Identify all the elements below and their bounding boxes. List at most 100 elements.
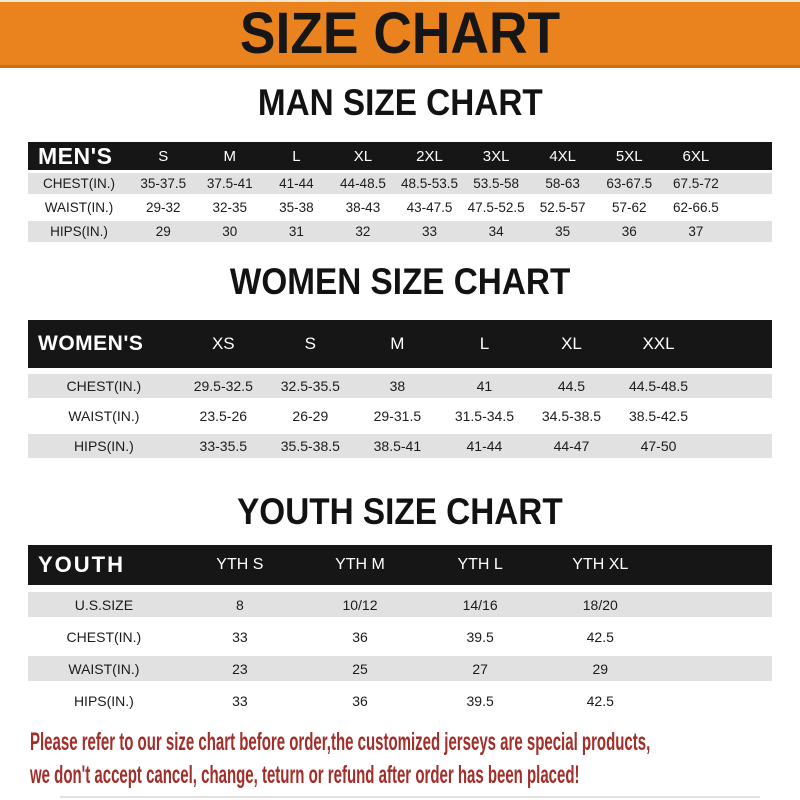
row-spacer bbox=[729, 173, 772, 194]
size-cell: 29-31.5 bbox=[353, 404, 441, 428]
row-label: HIPS(IN.) bbox=[28, 434, 180, 458]
size-cell: 33 bbox=[179, 624, 300, 649]
size-cell: 37 bbox=[662, 221, 730, 242]
size-cell: 29-32 bbox=[129, 197, 197, 218]
size-cell: 23 bbox=[179, 656, 300, 681]
size-cell: 44-47 bbox=[527, 434, 615, 458]
size-cell: 44.5 bbox=[527, 374, 615, 398]
size-cell: 27 bbox=[420, 656, 541, 681]
size-cell: 32 bbox=[329, 221, 397, 242]
size-cell: 14/16 bbox=[420, 592, 541, 617]
table-row: U.S.SIZE 8 10/12 14/16 18/20 bbox=[28, 592, 772, 617]
bottom-divider bbox=[60, 796, 760, 798]
table-header-row: YOUTH YTH S YTH M YTH L YTH XL bbox=[28, 545, 772, 585]
size-cell: 33-35.5 bbox=[179, 434, 267, 458]
table-row: HIPS(IN.) 33-35.5 35.5-38.5 38.5-41 41-44 44-… bbox=[28, 434, 772, 458]
row-label: WAIST(IN.) bbox=[28, 656, 180, 681]
size-cell: 38.5-41 bbox=[353, 434, 441, 458]
column-header: 3XL bbox=[462, 142, 530, 170]
men-size-table: MEN'S S M L XL 2XL 3XL 4XL 5XL 6XL CHEST(IN.) 35-37… bbox=[28, 139, 772, 245]
size-cell: 33 bbox=[396, 221, 463, 242]
row-label: WAIST(IN.) bbox=[28, 404, 180, 428]
size-cell: 42.5 bbox=[540, 624, 661, 649]
column-header: M bbox=[353, 320, 441, 368]
header-spacer bbox=[702, 320, 772, 368]
row-spacer bbox=[702, 374, 772, 398]
size-cell: 38 bbox=[353, 374, 441, 398]
size-cell: 44-48.5 bbox=[329, 173, 397, 194]
column-header: YTH M bbox=[299, 545, 421, 585]
column-header: 5XL bbox=[595, 142, 663, 170]
size-cell: 25 bbox=[299, 656, 421, 681]
row-label: CHEST(IN.) bbox=[28, 374, 180, 398]
row-spacer bbox=[660, 688, 772, 713]
table-row: CHEST(IN.) 29.5-32.5 32.5-35.5 38 41 44.5 44.5… bbox=[28, 374, 772, 398]
row-label: CHEST(IN.) bbox=[28, 173, 130, 194]
size-cell: 39.5 bbox=[420, 688, 541, 713]
women-size-table: WOMEN'S XS S M L XL XXL CHEST(IN.) 29.5-32.5 32.5… bbox=[28, 314, 772, 464]
row-spacer bbox=[660, 592, 772, 617]
size-cell: 41 bbox=[440, 374, 528, 398]
table-corner-label: WOMEN'S bbox=[28, 320, 180, 368]
table-header-row: WOMEN'S XS S M L XL XXL bbox=[28, 320, 772, 368]
row-label: HIPS(IN.) bbox=[28, 221, 130, 242]
header-spacer bbox=[660, 545, 772, 585]
row-label: U.S.SIZE bbox=[28, 592, 180, 617]
size-cell: 53.5-58 bbox=[462, 173, 530, 194]
size-cell: 10/12 bbox=[299, 592, 421, 617]
youth-size-table: YOUTH YTH S YTH M YTH L YTH XL U.S.SIZE 8 10/12… bbox=[28, 538, 772, 720]
size-cell: 18/20 bbox=[540, 592, 661, 617]
size-cell: 36 bbox=[299, 624, 421, 649]
section-heading-women-text: WOMEN SIZE CHART bbox=[229, 261, 571, 302]
column-header: YTH XL bbox=[540, 545, 661, 585]
header-spacer bbox=[729, 142, 772, 170]
column-header: M bbox=[196, 142, 264, 170]
column-header: L bbox=[263, 142, 330, 170]
size-cell: 29 bbox=[540, 656, 661, 681]
column-header: 4XL bbox=[529, 142, 596, 170]
size-cell: 31 bbox=[263, 221, 330, 242]
size-cell: 36 bbox=[299, 688, 421, 713]
table-row: WAIST(IN.) 23 25 27 29 bbox=[28, 656, 772, 681]
row-label: CHEST(IN.) bbox=[28, 624, 180, 649]
column-header: YTH S bbox=[179, 545, 300, 585]
size-cell: 37.5-41 bbox=[196, 173, 264, 194]
size-cell: 23.5-26 bbox=[179, 404, 267, 428]
size-cell: 29 bbox=[129, 221, 197, 242]
table-corner-label: MEN'S bbox=[28, 142, 130, 170]
size-cell: 48.5-53.5 bbox=[396, 173, 463, 194]
size-cell: 35.5-38.5 bbox=[266, 434, 354, 458]
size-cell: 47.5-52.5 bbox=[462, 197, 530, 218]
banner: SIZE CHART bbox=[0, 0, 800, 68]
size-cell: 38-43 bbox=[329, 197, 397, 218]
row-spacer bbox=[729, 221, 772, 242]
column-header: S bbox=[266, 320, 354, 368]
table-row: CHEST(IN.) 35-37.5 37.5-41 41-44 44-48.5 48.5… bbox=[28, 173, 772, 194]
section-heading-men-text: MAN SIZE CHART bbox=[257, 82, 543, 123]
row-label: WAIST(IN.) bbox=[28, 197, 130, 218]
size-cell: 34 bbox=[462, 221, 530, 242]
section-heading-women: WOMEN SIZE CHART bbox=[0, 263, 800, 300]
column-header: L bbox=[440, 320, 528, 368]
section-heading-youth-text: YOUTH SIZE CHART bbox=[237, 491, 563, 532]
size-cell: 30 bbox=[196, 221, 264, 242]
table-row: HIPS(IN.) 33 36 39.5 42.5 bbox=[28, 688, 772, 713]
size-cell: 34.5-38.5 bbox=[527, 404, 615, 428]
size-cell: 29.5-32.5 bbox=[179, 374, 267, 398]
size-cell: 31.5-34.5 bbox=[440, 404, 528, 428]
table-row: WAIST(IN.) 23.5-26 26-29 29-31.5 31.5-34.5 34… bbox=[28, 404, 772, 428]
size-cell: 32-35 bbox=[196, 197, 264, 218]
size-cell: 67.5-72 bbox=[662, 173, 730, 194]
row-spacer bbox=[702, 434, 772, 458]
column-header: YTH L bbox=[420, 545, 541, 585]
size-cell: 41-44 bbox=[440, 434, 528, 458]
table-corner-label: YOUTH bbox=[28, 545, 180, 585]
size-cell: 63-67.5 bbox=[595, 173, 663, 194]
footer-note-line2: we don't accept cancel, change, teturn o… bbox=[30, 761, 580, 789]
column-header: 2XL bbox=[396, 142, 463, 170]
size-cell: 47-50 bbox=[615, 434, 703, 458]
footer-note: Please refer to our size chart before or… bbox=[30, 726, 774, 792]
page-title: SIZE CHART bbox=[239, 0, 561, 66]
size-cell: 35-37.5 bbox=[129, 173, 197, 194]
